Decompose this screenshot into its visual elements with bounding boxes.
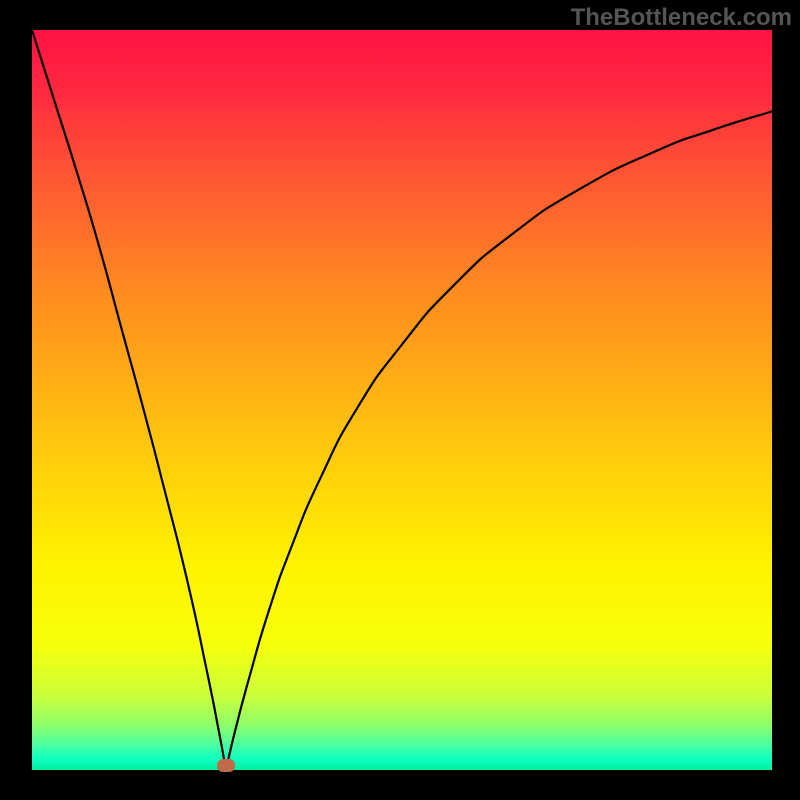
minimum-marker xyxy=(217,759,235,772)
figure-container: TheBottleneck.com xyxy=(0,0,800,800)
plot-area xyxy=(32,30,772,770)
bottleneck-curve xyxy=(32,30,772,770)
watermark-text: TheBottleneck.com xyxy=(571,4,792,32)
